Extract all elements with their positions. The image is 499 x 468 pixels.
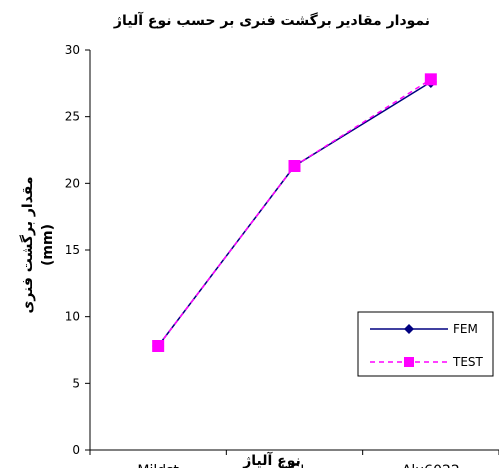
series-line-fem xyxy=(157,81,432,347)
y-tick-label: 30 xyxy=(65,43,80,57)
legend-test-marker xyxy=(404,357,414,367)
legend-fem-label: FEM xyxy=(453,322,478,336)
legend-box xyxy=(357,311,494,377)
chart-title: نمودار مقادیر برگشت فنری بر حسب نوع آلیا… xyxy=(113,11,430,29)
series-line-test xyxy=(157,78,432,347)
legend-test-label: TEST xyxy=(452,355,484,369)
y-tick-label: 0 xyxy=(72,443,80,457)
y-tick-label: 15 xyxy=(65,243,80,257)
x-tick-label: Mildst xyxy=(137,463,179,468)
legend-fem-marker xyxy=(404,324,414,334)
y-tick-label: 20 xyxy=(65,176,80,190)
y-tick-label: 10 xyxy=(65,310,80,324)
y-axis-title-line2: (mm) xyxy=(40,224,56,266)
y-axis-title-line1: مقدار برگشت فنری xyxy=(19,176,36,313)
x-axis-ticks: Mildst HSL Alu6022 xyxy=(89,450,499,468)
x-tick-label: HSL xyxy=(281,463,308,468)
data-point-test xyxy=(424,73,437,86)
y-axis-title: مقدار برگشت فنری (mm) xyxy=(19,176,56,313)
x-axis-title: نوع آلیاژ xyxy=(242,451,301,468)
y-tick-label: 25 xyxy=(65,110,80,124)
series-layer xyxy=(152,73,437,352)
data-point-test xyxy=(152,340,165,352)
legend: FEM TEST xyxy=(357,311,494,377)
x-tick-label: Alu6022 xyxy=(402,463,460,468)
y-tick-label: 5 xyxy=(72,376,80,390)
data-point-test xyxy=(288,160,301,172)
y-axis-ticks: 0 5 10 15 20 25 30 xyxy=(65,43,90,457)
